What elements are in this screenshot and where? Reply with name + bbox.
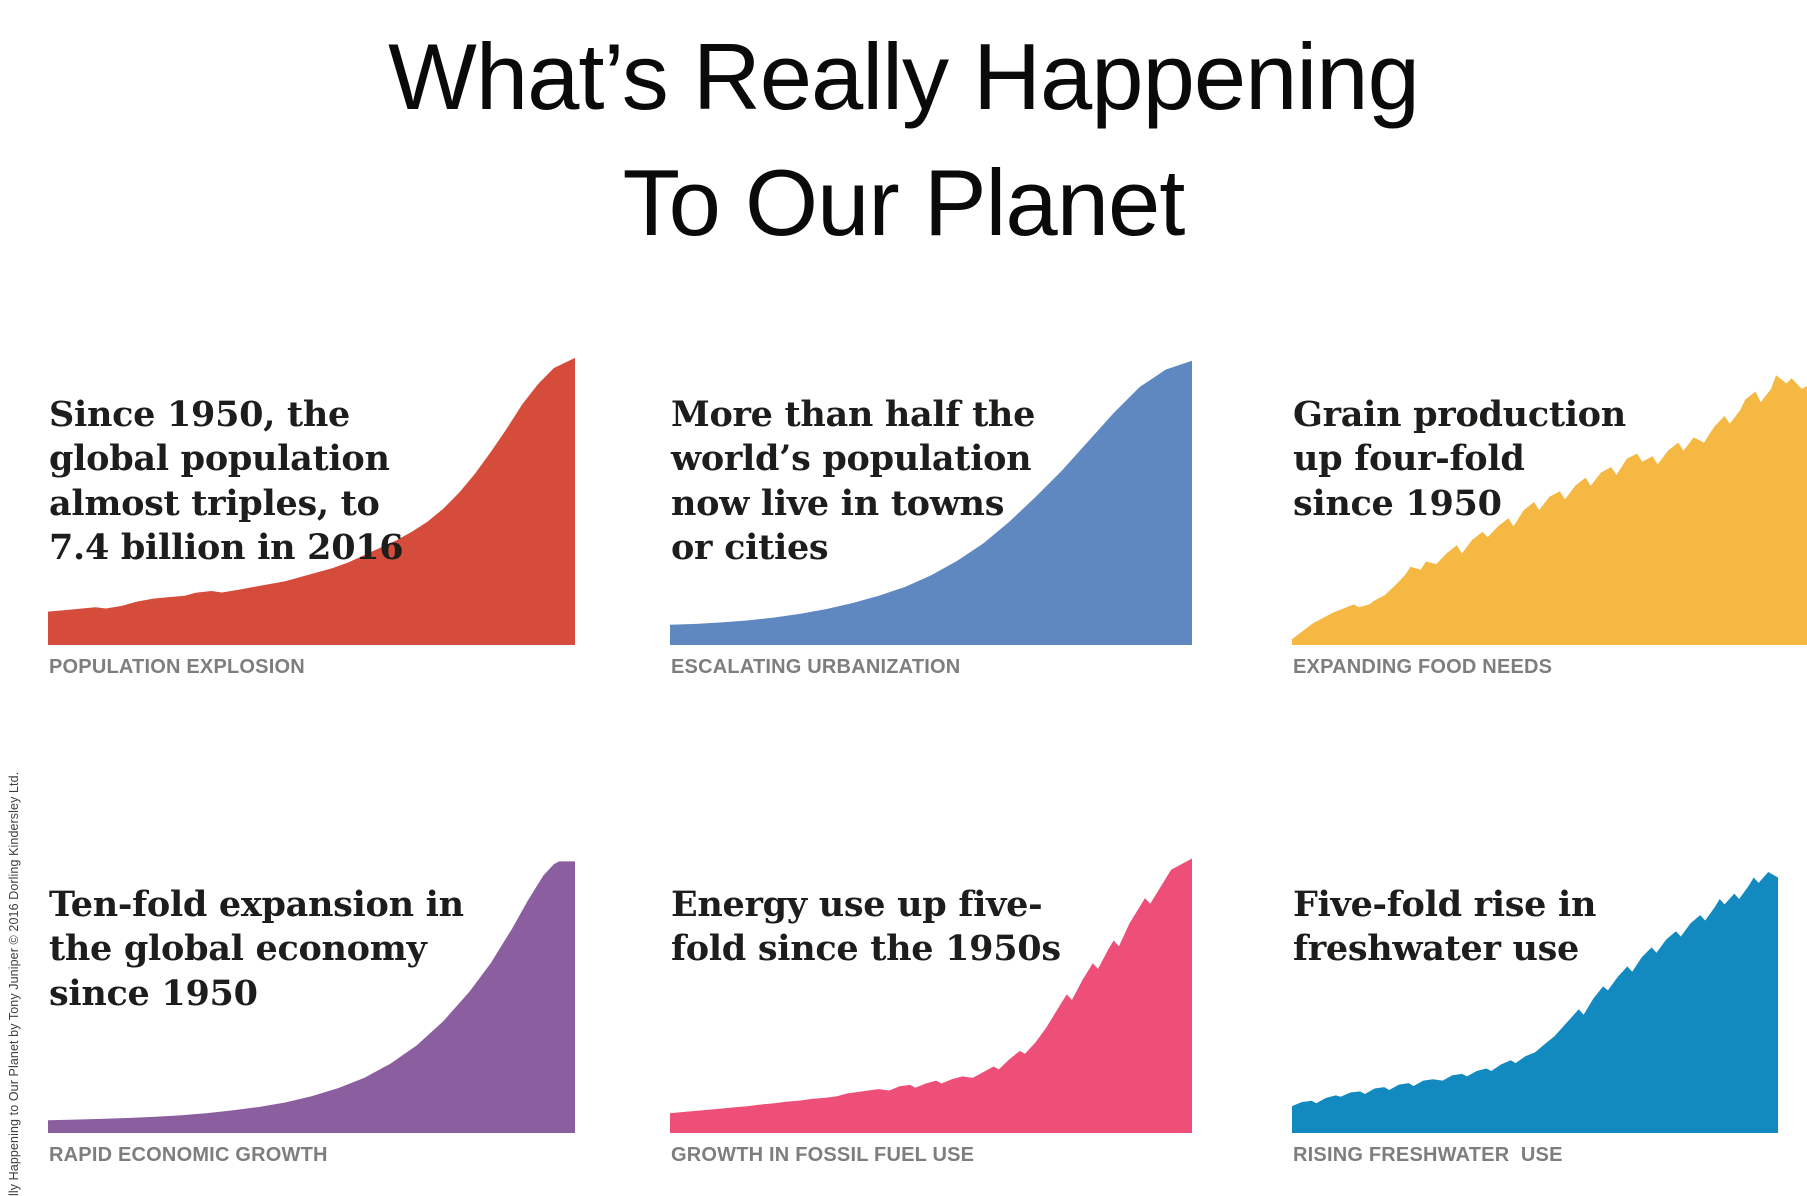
copyright-credit-vertical: lly Happening to Our Planet by Tony Juni… xyxy=(7,771,21,1196)
food-area-shape xyxy=(1292,375,1807,645)
freshwater-area-chart xyxy=(1292,872,1778,1133)
panel-caption: RAPID ECONOMIC GROWTH xyxy=(49,1144,328,1166)
fossil-fuel-area-shape xyxy=(670,858,1192,1133)
panel-caption: EXPANDING FOOD NEEDS xyxy=(1293,656,1553,678)
freshwater-area-shape xyxy=(1292,872,1778,1133)
page-title: What’s Really Happening To Our Planet xyxy=(0,14,1807,266)
urbanization-area-chart xyxy=(670,360,1192,645)
panel-rapid-economic-growth: Ten-fold expansion in the global economy… xyxy=(48,850,575,1180)
panel-headline: More than half the world’s population no… xyxy=(671,394,1036,569)
panel-rising-freshwater-use: Five-fold rise in freshwater use RISING … xyxy=(1292,850,1778,1180)
economy-area-shape xyxy=(48,861,575,1133)
fossil-fuel-area-chart xyxy=(670,858,1192,1133)
title-line-2: To Our Planet xyxy=(622,149,1186,255)
panel-caption: GROWTH IN FOSSIL FUEL USE xyxy=(671,1144,975,1166)
panel-caption: ESCALATING URBANIZATION xyxy=(671,656,961,678)
urbanization-area-shape xyxy=(670,360,1192,645)
title-line-1: What’s Really Happening xyxy=(388,24,1420,129)
panel-population-explosion: Since 1950, the global population almost… xyxy=(48,355,575,685)
panel-headline: Five-fold rise in freshwater use xyxy=(1293,884,1597,970)
population-area-shape xyxy=(48,357,575,645)
panel-escalating-urbanization: More than half the world’s population no… xyxy=(670,355,1192,685)
panel-headline: Ten-fold expansion in the global economy… xyxy=(49,884,464,1014)
population-area-chart xyxy=(48,357,575,645)
panel-headline: Energy use up five- fold since the 1950s xyxy=(671,884,1061,970)
panel-caption: POPULATION EXPLOSION xyxy=(49,656,305,678)
panel-headline: Grain production up four-fold since 1950 xyxy=(1293,394,1626,524)
economy-area-chart xyxy=(48,861,575,1133)
panel-expanding-food-needs: Grain production up four-fold since 1950… xyxy=(1292,355,1807,685)
food-area-chart xyxy=(1292,375,1807,645)
panel-growth-in-fossil-fuel-use: Energy use up five- fold since the 1950s… xyxy=(670,850,1192,1180)
panel-headline: Since 1950, the global population almost… xyxy=(49,394,404,569)
panel-caption: RISING FRESHWATER USE xyxy=(1293,1144,1563,1166)
